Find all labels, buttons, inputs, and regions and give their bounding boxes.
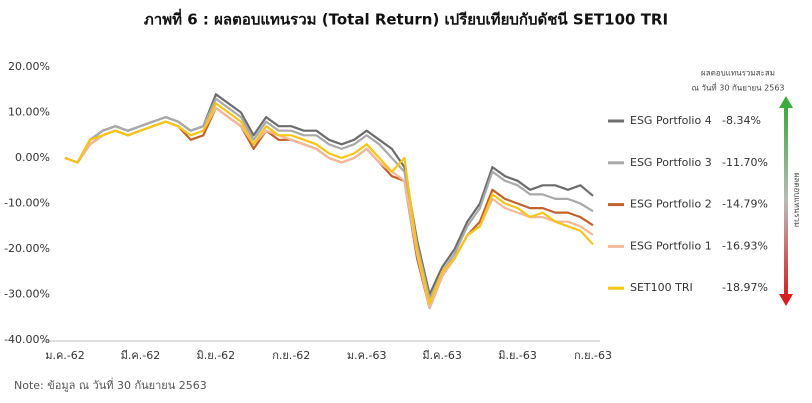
y-tick-label: -40.00%	[4, 333, 50, 346]
x-tick-label: มิ.ย.-63	[498, 349, 537, 362]
legend-title: ผลตอบแทนรวมสะสม	[701, 69, 775, 78]
y-tick-label: 0.00%	[15, 151, 50, 164]
y-tick-label: -10.00%	[4, 197, 50, 210]
legend-value: -16.93%	[722, 239, 768, 252]
arrow-shaft	[784, 106, 788, 296]
y-tick-label: -20.00%	[4, 242, 50, 255]
x-tick-label: มี.ค.-63	[422, 349, 462, 362]
y-tick-label: 20.00%	[8, 60, 50, 73]
arrow-head-down	[779, 294, 793, 306]
chart-title: ภาพที่ 6 : ผลตอบแทนรวม (Total Return) เป…	[144, 9, 668, 29]
x-tick-label: มี.ค.-62	[121, 349, 161, 362]
legend-label: ESG Portfolio 3	[630, 156, 712, 169]
legend-value: -11.70%	[722, 156, 768, 169]
legend-subtitle: ณ วันที่ 30 กันยายน 2563	[691, 82, 784, 93]
legend-value: -14.79%	[722, 198, 768, 211]
x-tick-label: มิ.ย.-62	[197, 349, 236, 362]
series-line	[64, 102, 594, 305]
series-line	[64, 97, 594, 301]
series-line	[64, 106, 594, 310]
y-tick-label: 10.00%	[8, 106, 50, 119]
x-tick-label: ม.ค.-62	[45, 349, 85, 362]
note: Note: ข้อมูล ณ วันที่ 30 กันยายน 2563	[14, 377, 207, 392]
x-tick-label: ก.ย.-62	[272, 349, 310, 362]
arrow-head-up	[779, 96, 793, 108]
legend-label: SET100 TRI	[630, 281, 693, 294]
x-tick-label: ม.ค.-63	[347, 349, 387, 362]
arrow-label: ผลตอบแทนรวม	[793, 173, 802, 228]
y-tick-label: -30.00%	[4, 288, 50, 301]
legend-value: -8.34%	[722, 114, 761, 127]
x-tick-label: ก.ย.-63	[574, 349, 612, 362]
series-line	[64, 106, 594, 310]
legend-label: ESG Portfolio 4	[630, 114, 712, 127]
legend-label: ESG Portfolio 2	[630, 198, 712, 211]
legend-value: -18.97%	[722, 281, 768, 294]
legend-label: ESG Portfolio 1	[630, 239, 712, 252]
